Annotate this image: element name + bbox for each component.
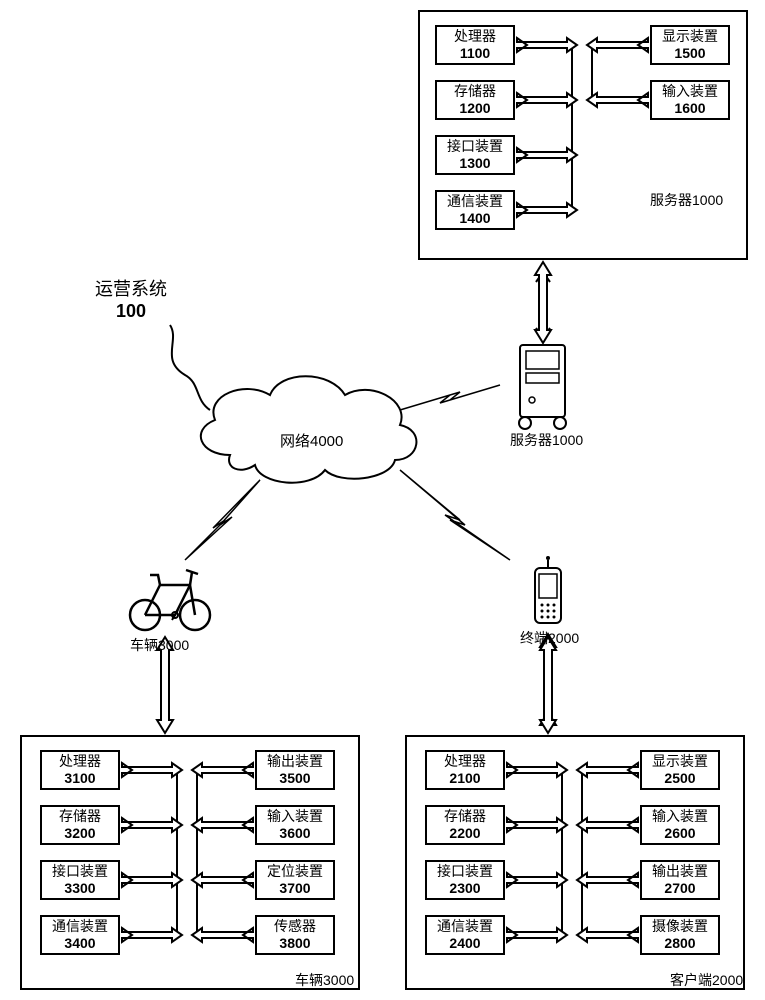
phone-icon [535, 556, 561, 623]
terminal-label: 终端2000 [520, 628, 579, 648]
network-label: 网络4000 [280, 430, 343, 451]
vehicle-label: 车辆3000 [130, 635, 189, 655]
bolt-to-server [400, 385, 500, 410]
arrow-server-to-box [535, 262, 551, 343]
system-lead-line [170, 325, 210, 410]
server-bus [517, 38, 648, 217]
bicycle-icon [130, 570, 210, 630]
server-icon [519, 345, 566, 429]
server-label: 服务器1000 [510, 430, 583, 450]
diagram-svg [0, 0, 765, 1000]
arrow-terminal-down [540, 637, 556, 733]
client-bus [507, 763, 638, 942]
bolt-to-vehicle [185, 480, 260, 560]
vehicle-bus [122, 763, 253, 942]
bolt-to-terminal [400, 470, 510, 560]
